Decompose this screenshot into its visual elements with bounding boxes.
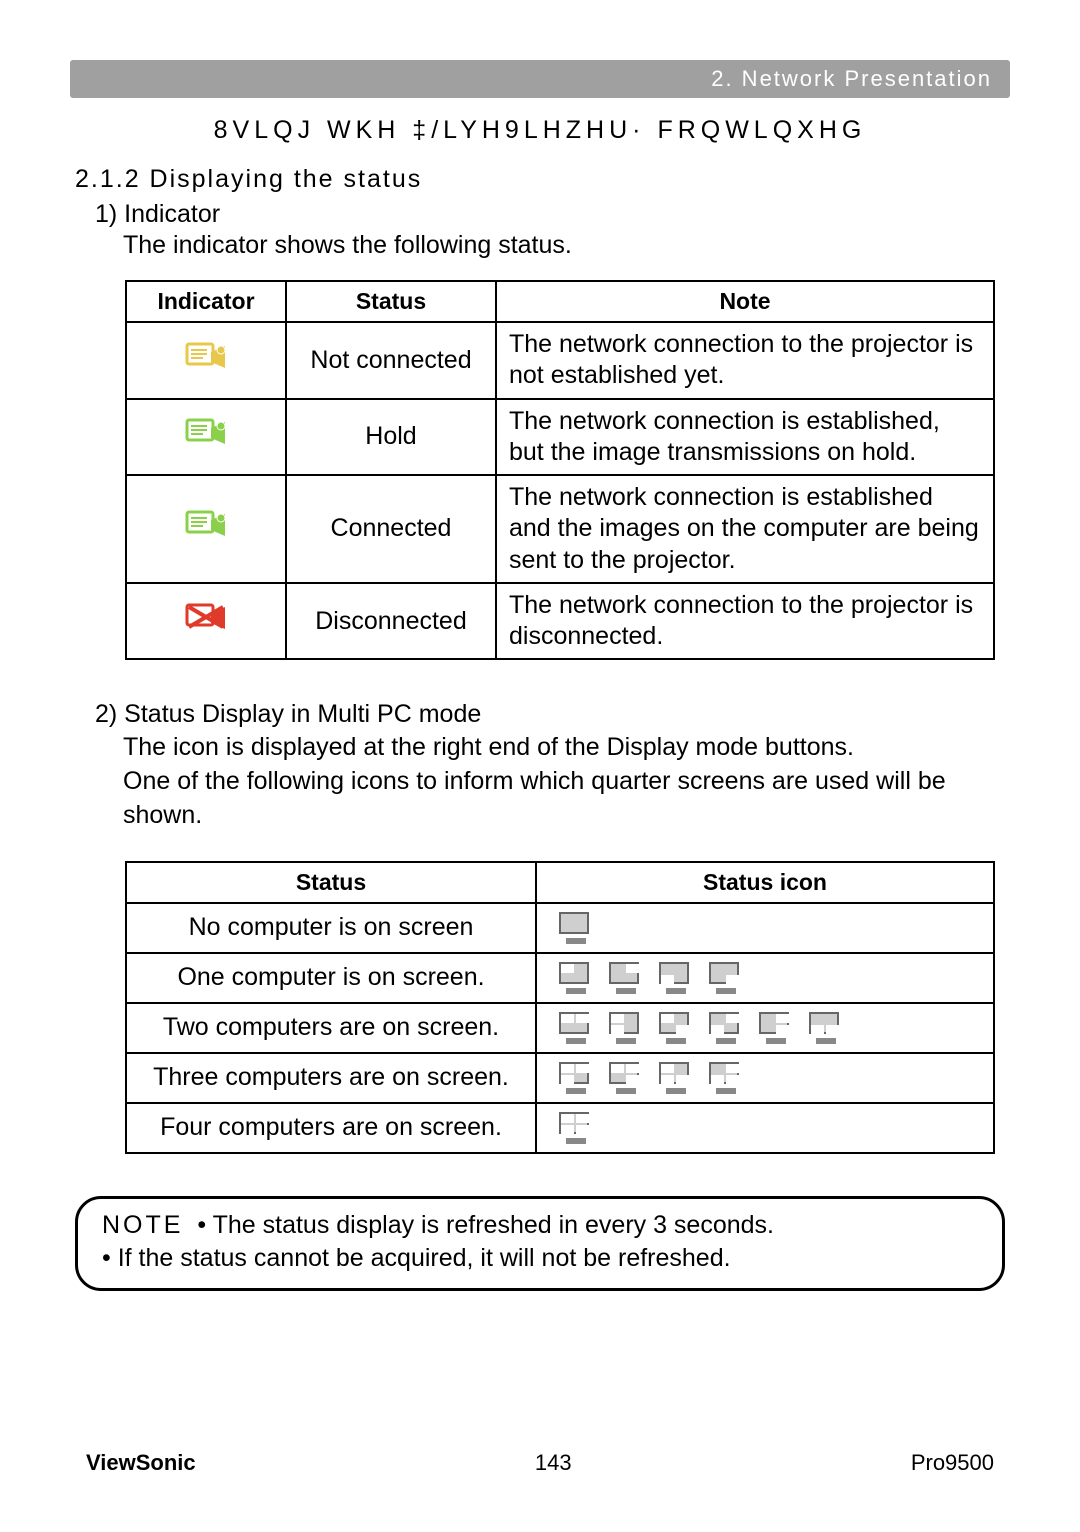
multi-pc-icon	[809, 1012, 847, 1044]
note-line2: • If the status cannot be acquired, it w…	[102, 1244, 731, 1272]
footer-model: Pro9500	[911, 1450, 994, 1476]
note-box: NOTE • The status display is refreshed i…	[75, 1196, 1005, 1292]
note-cell: The network connection to the projector …	[496, 583, 994, 660]
table-row: Three computers are on screen.	[126, 1053, 994, 1103]
th-indicator: Indicator	[126, 281, 286, 322]
multi-pc-icon	[659, 1012, 697, 1044]
multi-pc-icon	[559, 1062, 597, 1094]
th-status2: Status	[126, 862, 536, 903]
multi-pc-icon	[609, 1012, 647, 1044]
status-cell: Disconnected	[286, 583, 496, 660]
note-prefix: NOTE	[102, 1211, 183, 1239]
status-cell: Not connected	[286, 322, 496, 399]
note-cell: The network connection is established an…	[496, 475, 994, 583]
status-cell: Three computers are on screen.	[126, 1053, 536, 1103]
chapter-header: 2. Network Presentation	[70, 60, 1010, 98]
indicator-icon-cell	[126, 322, 286, 399]
indicator-table: Indicator Status Note Not connected The …	[125, 280, 995, 660]
continued-title: 8VLQJ WKH ‡/LYH9LHZHU· FRQWLQXHG	[75, 116, 1005, 145]
status-icons-cell	[536, 1053, 994, 1103]
table-row: Two computers are on screen.	[126, 1003, 994, 1053]
indicator-icon-cell	[126, 583, 286, 660]
item2-desc: The icon is displayed at the right end o…	[123, 731, 1005, 832]
page-footer: ViewSonic Pro9500 143	[0, 1450, 1080, 1476]
table-row: One computer is on screen.	[126, 953, 994, 1003]
status-icons-cell	[536, 953, 994, 1003]
item1-label: 1) Indicator	[95, 200, 1005, 229]
status-indicator-icon	[181, 508, 231, 542]
footer-brand: ViewSonic	[86, 1450, 196, 1476]
table-row: Disconnected The network connection to t…	[126, 583, 994, 660]
status-cell: One computer is on screen.	[126, 953, 536, 1003]
table-row: Not connected The network connection to …	[126, 322, 994, 399]
multi-pc-icon	[659, 1062, 697, 1094]
multi-pc-icon	[559, 1112, 597, 1144]
status-indicator-icon	[181, 601, 231, 635]
multi-pc-icon	[709, 1012, 747, 1044]
multi-pc-icon	[709, 1062, 747, 1094]
status-indicator-icon	[181, 340, 231, 374]
table-row: No computer is on screen	[126, 903, 994, 953]
status-cell: No computer is on screen	[126, 903, 536, 953]
table-row: Connected The network connection is esta…	[126, 475, 994, 583]
status-icon-table: Status Status icon No computer is on scr…	[125, 861, 995, 1154]
multi-pc-icon	[559, 962, 597, 994]
status-icons-cell	[536, 1003, 994, 1053]
subsection-title: 2.1.2 Displaying the status	[75, 165, 1005, 194]
multi-pc-icon	[609, 1062, 647, 1094]
status-cell: Two computers are on screen.	[126, 1003, 536, 1053]
th-note: Note	[496, 281, 994, 322]
item2-label: 2) Status Display in Multi PC mode	[95, 700, 1005, 729]
th-status-icon: Status icon	[536, 862, 994, 903]
table-row: Four computers are on screen.	[126, 1103, 994, 1153]
note-line1: • The status display is refreshed in eve…	[197, 1211, 774, 1239]
item1-desc: The indicator shows the following status…	[123, 231, 1005, 260]
status-cell: Four computers are on screen.	[126, 1103, 536, 1153]
table-row: Hold The network connection is establish…	[126, 399, 994, 476]
footer-page: 143	[86, 1450, 994, 1476]
indicator-icon-cell	[126, 399, 286, 476]
status-cell: Connected	[286, 475, 496, 583]
multi-pc-icon	[709, 962, 747, 994]
th-status: Status	[286, 281, 496, 322]
note-cell: The network connection is established, b…	[496, 399, 994, 476]
indicator-icon-cell	[126, 475, 286, 583]
multi-pc-icon	[609, 962, 647, 994]
multi-pc-icon	[759, 1012, 797, 1044]
multi-pc-icon	[559, 912, 597, 944]
status-icons-cell	[536, 903, 994, 953]
status-cell: Hold	[286, 399, 496, 476]
multi-pc-icon	[659, 962, 697, 994]
note-cell: The network connection to the projector …	[496, 322, 994, 399]
multi-pc-icon	[559, 1012, 597, 1044]
status-indicator-icon	[181, 416, 231, 450]
status-icons-cell	[536, 1103, 994, 1153]
